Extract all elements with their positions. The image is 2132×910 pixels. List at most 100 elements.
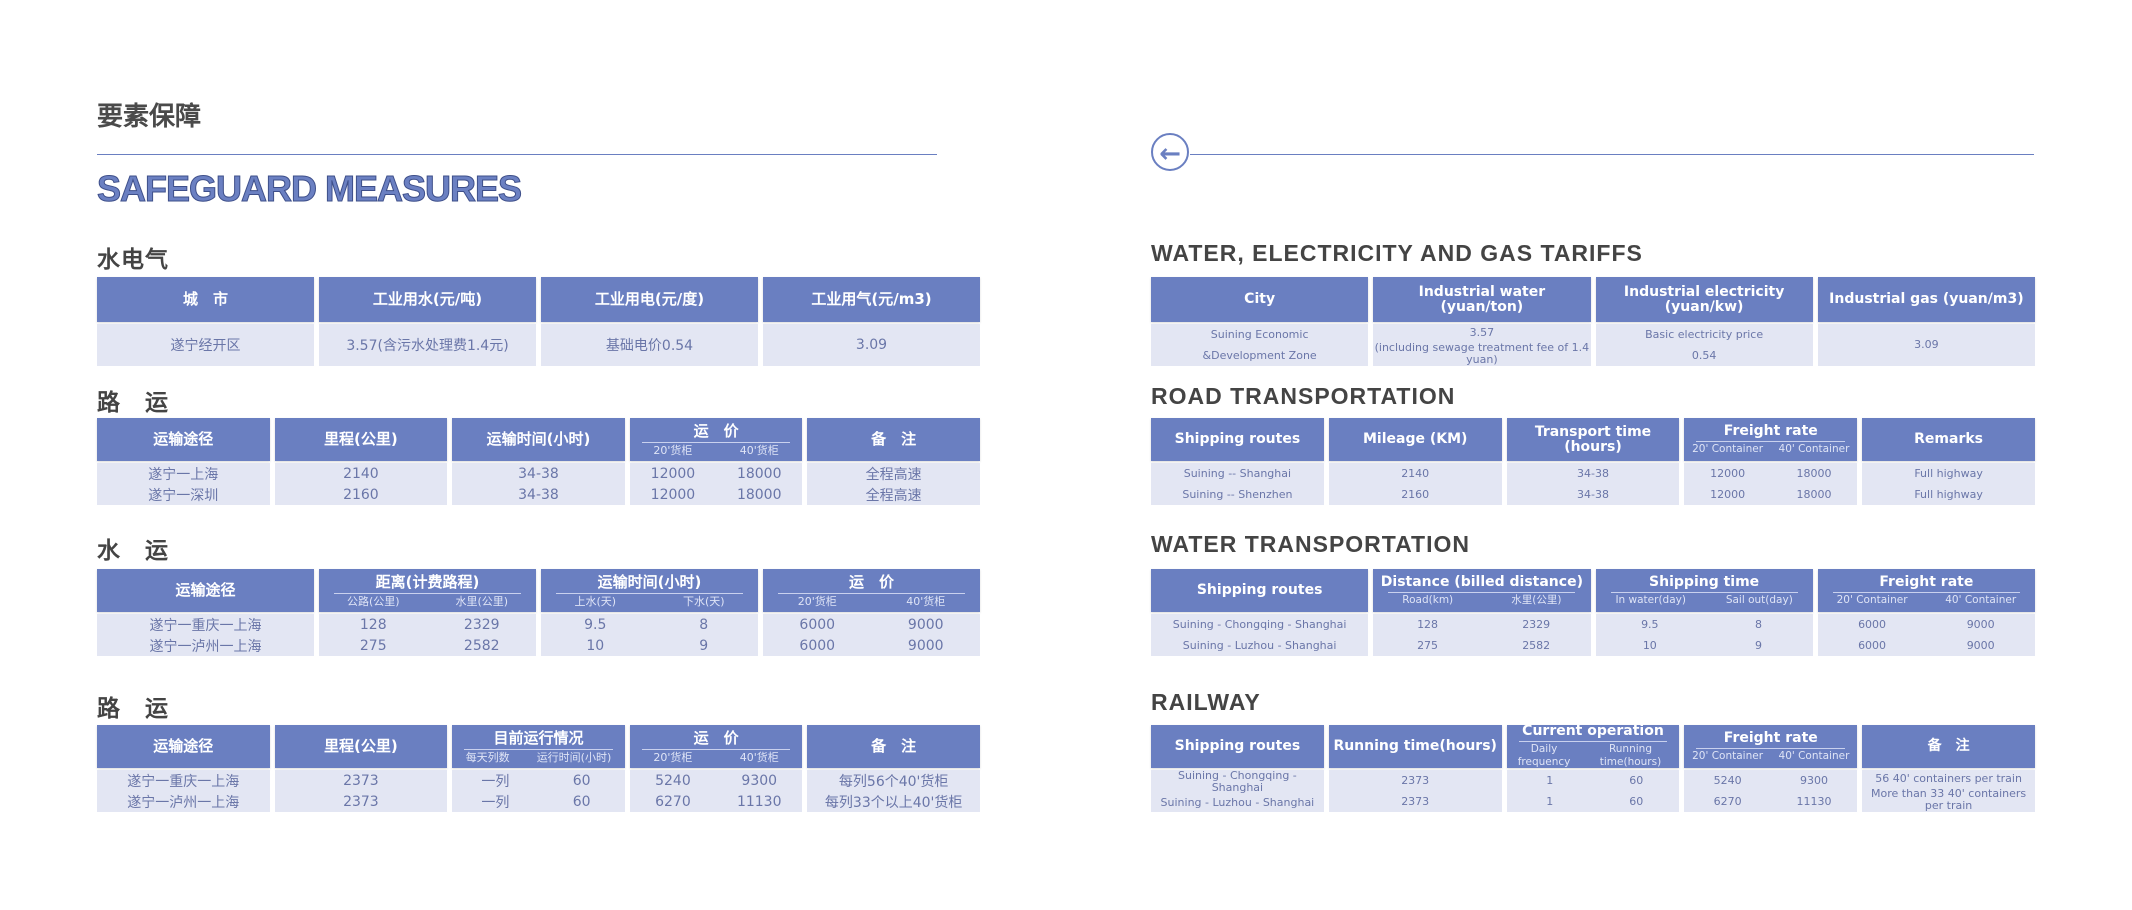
table-cell: 5240 [655, 772, 691, 789]
table-column: Industrial water (yuan/ton) 3.57 (includin… [1373, 277, 1591, 366]
table-column: 运 价 20'货柜 40'货柜 5240 9300 6270 11130 [629, 725, 803, 812]
column-header: 备 注 [807, 725, 980, 768]
table-cell: 12000 [650, 486, 696, 503]
table-cell: 遂宁一深圳 [148, 487, 219, 504]
table-row: 12000 18000 [630, 484, 803, 505]
table-cell: 2373 [1401, 794, 1430, 808]
column-header: Industrial electricity (yuan/kw) [1595, 277, 1813, 322]
table-row: 0.54 [1596, 345, 1813, 366]
table-cell: 60 [1629, 794, 1644, 808]
table-row: 基础电价0.54 [541, 324, 758, 366]
table-row: 3.09 [763, 324, 980, 366]
table-cell: 2582 [1522, 638, 1551, 652]
column-body: 9.5 8 10 9 [1595, 614, 1813, 656]
divider [1190, 154, 2034, 155]
sub-header-label: 20' Container [1692, 749, 1764, 762]
table-row: 275 2582 [1373, 635, 1590, 656]
column-body: 遂宁一上海 遂宁一深圳 [97, 463, 270, 505]
arrow-left-circle-icon[interactable]: ← [1151, 133, 1189, 171]
table-row: 每列33个以上40'货柜 [807, 791, 980, 812]
table-row: 9.5 8 [541, 614, 758, 635]
column-body: 1 60 1 60 [1506, 770, 1680, 812]
sub-header-label: 运行时间(小时) [536, 750, 612, 764]
table-row: 3.09 [1818, 324, 2035, 366]
column-header: 工业用气(元/m3) [763, 277, 980, 322]
header-underline [334, 592, 521, 594]
table-cell: 2373 [1401, 773, 1430, 787]
column-header: 备 注 [1862, 725, 2035, 768]
column-body: 12000 18000 12000 18000 [629, 463, 803, 505]
column-body: 每列56个40'货柜 每列33个以上40'货柜 [807, 770, 980, 812]
table-cell: 遂宁一泸州一上海 [149, 638, 262, 655]
table-cell: 遂宁一重庆一上海 [149, 617, 262, 634]
table-cell: 2160 [343, 486, 379, 503]
table-row: 34-38 [452, 484, 625, 505]
table-column: 运 价 20'货柜 40'货柜 12000 18000 12000 18000 [629, 418, 803, 505]
header-underline [1518, 741, 1668, 742]
column-header-label: 工业用气(元/m3) [811, 290, 932, 308]
column-header-label: 里程(公里) [324, 430, 398, 448]
table-cell: 3.57(含污水处理费1.4元) [346, 338, 509, 354]
table-row: &Development Zone [1151, 345, 1368, 366]
table-column: Transport time (hours) 34-38 34-38 [1506, 418, 1680, 505]
section-heading: 路 运 [97, 389, 169, 415]
table-cell: 2140 [1401, 466, 1430, 480]
column-header: 工业用电(元/度) [541, 277, 758, 322]
table-column: 备 注全程高速 全程高速 [807, 418, 980, 505]
table-row: 34-38 [452, 463, 625, 484]
table-cell: 遂宁一泸州一上海 [127, 794, 240, 811]
table-cell: 一列 [481, 773, 510, 790]
table-row: 遂宁一泸州一上海 [97, 635, 314, 656]
table-row: 10 9 [541, 635, 758, 656]
table-cell: 3.09 [1914, 338, 1939, 351]
table-row: 一列 60 [452, 791, 625, 812]
header-underline [641, 441, 791, 443]
table-cell: 每列56个40'货柜 [838, 773, 949, 790]
data-table: 运输途径 遂宁一上海 遂宁一深圳 里程(公里) 2140 2160 运输时间(小时) 34-3… [97, 418, 980, 505]
table-cell: 6000 [1858, 617, 1887, 631]
column-body: 2373 2373 [1328, 770, 1502, 812]
table-row: Suining -- Shenzhen [1151, 484, 1324, 505]
table-cell: 遂宁经开区 [170, 338, 241, 354]
column-body: 6000 9000 6000 9000 [763, 614, 980, 656]
table-row: Basic electricity price [1596, 324, 1813, 345]
table-row: 6000 9000 [1818, 635, 2035, 656]
table-row: 5240 9300 [630, 770, 803, 791]
sub-header-label: In water(day) [1615, 593, 1686, 606]
table-cell: 60 [572, 772, 591, 789]
table-cell: 9 [699, 637, 709, 654]
table-cell: 9.5 [584, 616, 607, 633]
column-header-label: 运输途径 [175, 581, 236, 599]
column-header-label: Freight rate [1879, 573, 1974, 590]
column-header-label: 运输途径 [153, 737, 214, 755]
column-body: 3.09 [763, 324, 980, 366]
table-row: 275 2582 [319, 635, 536, 656]
table-column: City Suining Economic &Development Zone [1151, 277, 1369, 366]
table-cell: 2329 [463, 616, 500, 633]
table-column: Freight rate 20' Container 40' Container 12… [1684, 418, 1858, 505]
table-row: Suining - Chongqing - Shanghai [1151, 770, 1324, 794]
column-header: Freight rate 20' Container 40' Container [1684, 725, 1858, 768]
table-cell: 2160 [1401, 487, 1430, 501]
header-underline [778, 592, 965, 594]
table-row: 128 2329 [1373, 614, 1590, 635]
table-column: Shipping routes Suining - Chongqing - Sha… [1151, 569, 1369, 656]
column-header-label: 运输途径 [153, 430, 214, 448]
sub-headers: 20'货柜 40'货柜 [763, 595, 980, 608]
column-body: 2140 2160 [274, 463, 448, 505]
table-row: 3.57(含污水处理费1.4元) [319, 324, 536, 366]
table-cell: &Development Zone [1202, 348, 1317, 362]
column-header: 里程(公里) [274, 725, 448, 768]
column-header: 运 价 20'货柜 40'货柜 [629, 418, 803, 461]
table-column: 目前运行情况 每天列数 运行时间(小时) 一列 60 一列 60 [452, 725, 625, 812]
table-cell: Suining -- Shenzhen [1182, 487, 1293, 501]
column-header-label: 运 价 [693, 421, 739, 440]
column-body: 基础电价0.54 [541, 324, 758, 366]
column-header: 目前运行情况 每天列数 运行时间(小时) [452, 725, 625, 768]
column-header-label: Shipping time [1649, 573, 1760, 590]
table-column: 运输途径 遂宁一重庆一上海 遂宁一泸州一上海 [97, 725, 270, 812]
data-table: Shipping routes Suining - Chongqing - Sha… [1151, 724, 2035, 812]
data-table: 城 市遂宁经开区 工业用水(元/吨) 3.57(含污水处理费1.4元) 工业用电(元/… [97, 277, 980, 366]
table-row: 5240 9300 [1684, 770, 1857, 791]
sub-header-label: 20' Container [1836, 593, 1908, 606]
